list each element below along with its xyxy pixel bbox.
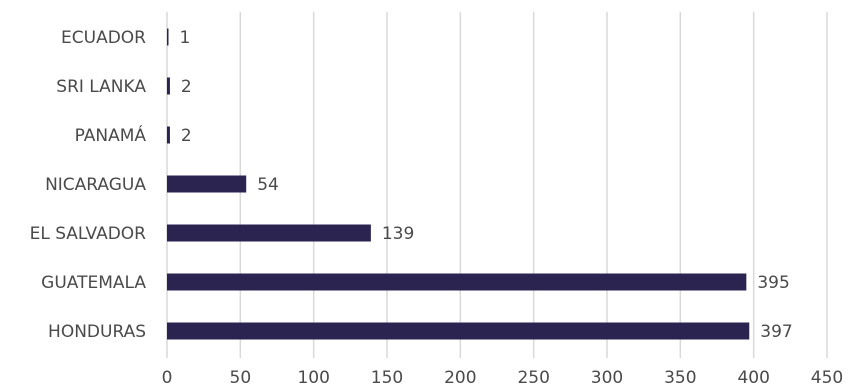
x-tick-label-300: 300 bbox=[591, 368, 623, 386]
gridlines bbox=[166, 12, 828, 358]
bar-ecuador bbox=[167, 28, 169, 46]
x-tick-label-200: 200 bbox=[444, 368, 476, 386]
bar-sri-lanka bbox=[167, 77, 170, 95]
bars bbox=[167, 28, 750, 340]
x-tick-label-250: 250 bbox=[517, 368, 549, 386]
x-tick-label-350: 350 bbox=[664, 368, 696, 386]
x-tick-label-0: 0 bbox=[162, 368, 173, 386]
value-labels: 1 2 2 54 139 395 397 bbox=[180, 28, 793, 342]
value-label-el-salvador: 139 bbox=[382, 224, 414, 244]
x-tick-label-450: 450 bbox=[811, 368, 843, 386]
x-tick-label-150: 150 bbox=[371, 368, 403, 386]
category-label-guatemala: GUATEMALA bbox=[41, 273, 146, 293]
category-labels: ECUADOR SRI LANKA PANAMÁ NICARAGUA EL SALVAD… bbox=[30, 28, 147, 342]
category-label-panam-: PANAMÁ bbox=[75, 124, 147, 146]
value-label-honduras: 397 bbox=[760, 322, 792, 342]
category-label-ecuador: ECUADOR bbox=[61, 28, 146, 48]
value-label-sri-lanka: 2 bbox=[181, 77, 192, 97]
bar-el-salvador bbox=[167, 224, 371, 242]
category-label-nicaragua: NICARAGUA bbox=[45, 175, 146, 195]
bar-guatemala bbox=[167, 273, 747, 291]
category-label-el-salvador: EL SALVADOR bbox=[30, 224, 147, 244]
x-axis-ticks: 0 50 100 150 200 250 300 350 400 450 bbox=[162, 368, 844, 386]
category-label-sri-lanka: SRI LANKA bbox=[56, 77, 146, 97]
x-tick-label-100: 100 bbox=[297, 368, 329, 386]
value-label-panam-: 2 bbox=[181, 126, 192, 146]
value-label-ecuador: 1 bbox=[180, 28, 191, 48]
bar-honduras bbox=[167, 322, 750, 340]
value-label-guatemala: 395 bbox=[757, 273, 789, 293]
value-label-nicaragua: 54 bbox=[257, 175, 279, 195]
category-label-honduras: HONDURAS bbox=[48, 322, 146, 342]
x-tick-label-50: 50 bbox=[230, 368, 252, 386]
bar-panam- bbox=[167, 126, 170, 144]
bar-nicaragua bbox=[167, 175, 247, 193]
x-tick-label-400: 400 bbox=[737, 368, 769, 386]
